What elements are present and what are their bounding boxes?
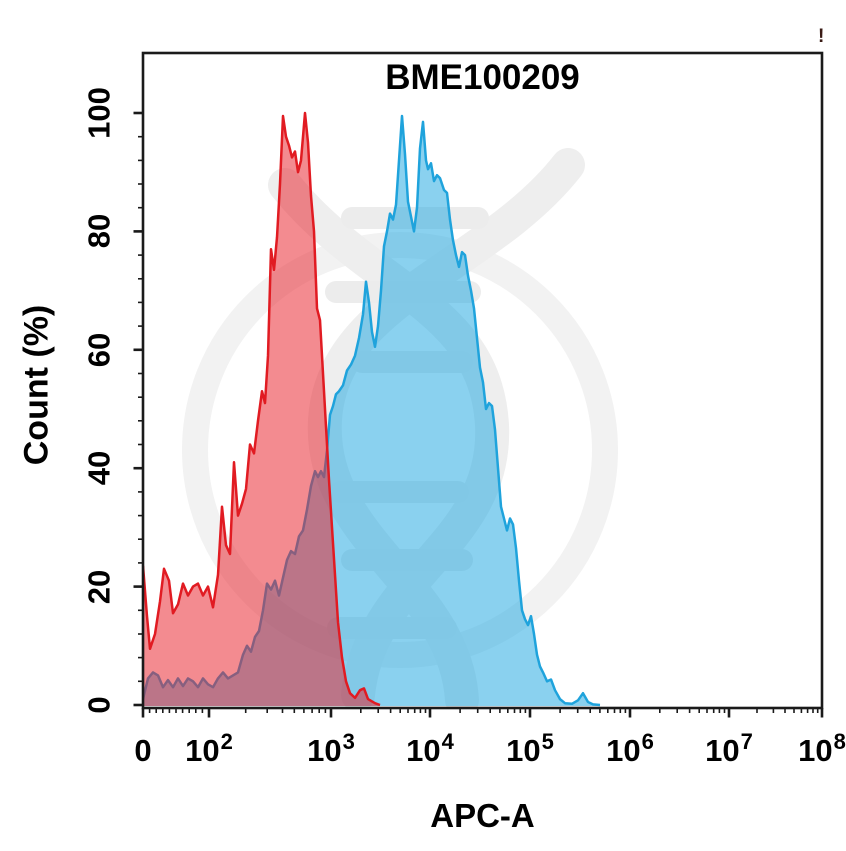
y-tick-label: 0 (81, 696, 117, 714)
x-tick-label: 106 (606, 729, 654, 768)
blue-histogram-fill (143, 116, 600, 706)
chart-title: BME100209 (385, 58, 580, 97)
y-tick-label: 100 (81, 87, 117, 139)
red-histogram (143, 111, 381, 707)
y-tick-label: 80 (81, 214, 117, 249)
x-tick-label: 105 (506, 729, 554, 768)
x-tick-label: 104 (406, 729, 454, 768)
x-tick-label: 0 (134, 733, 152, 768)
y-tick-label: 20 (81, 569, 117, 604)
x-tick-label: 108 (798, 729, 846, 768)
x-tick-label: 103 (307, 729, 355, 768)
y-tick-label: 40 (81, 450, 117, 486)
red-histogram-outline (143, 111, 381, 707)
x-tick-label: 102 (185, 729, 233, 768)
plot-frame (141, 51, 824, 710)
corner-exclamation-mark: ! (818, 26, 825, 47)
y-axis-title: Count (%) (17, 304, 56, 466)
x-axis-title: APC-A (430, 797, 535, 834)
x-tick-label: 107 (705, 729, 753, 768)
red-histogram-fill (143, 113, 380, 706)
y-tick-label: 60 (81, 332, 117, 368)
